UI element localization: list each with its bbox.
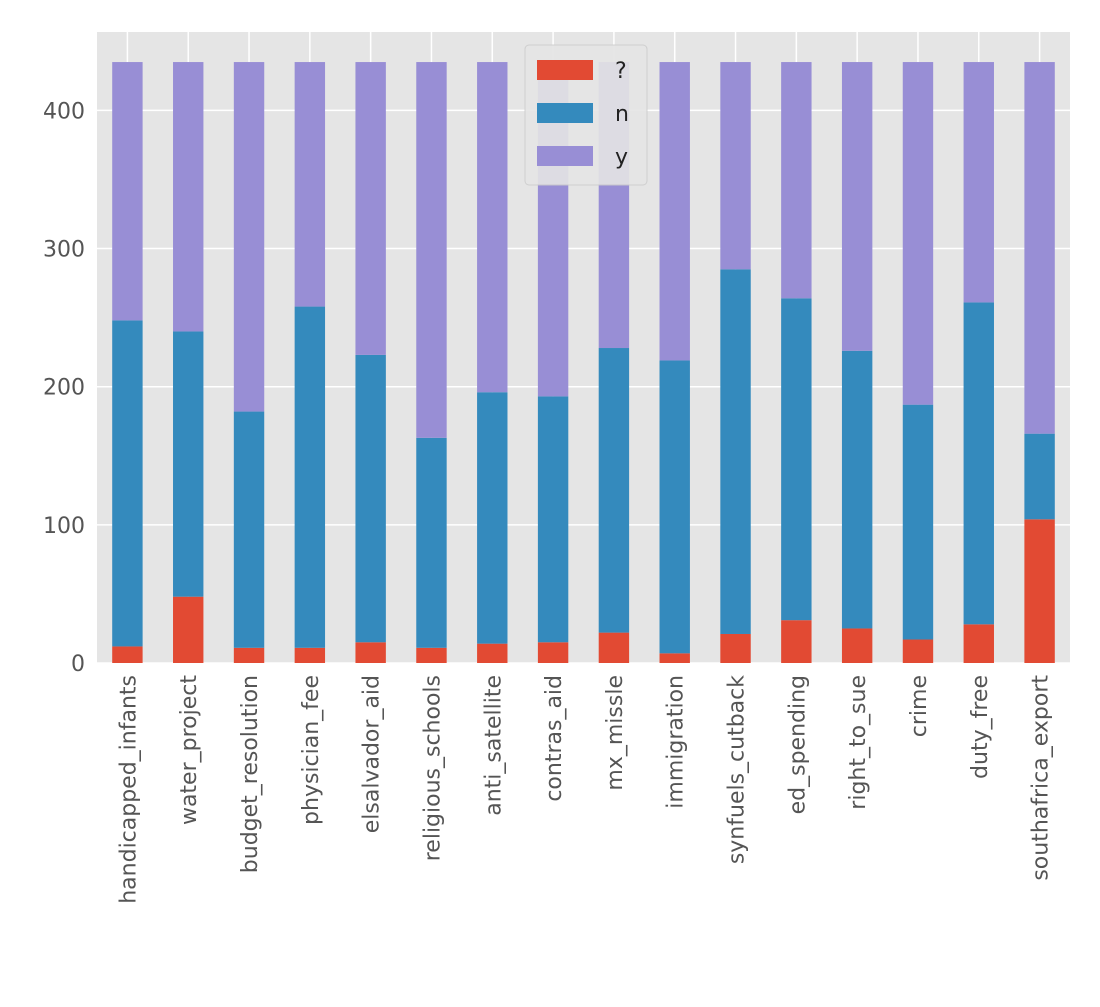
bar-contras_aid-n	[537, 396, 569, 643]
bar-mx_missle-n	[598, 348, 630, 633]
bar-physician_fee-?	[294, 647, 326, 663]
bar-elsalvador_aid-y	[355, 62, 386, 355]
bar-mx_missle-?	[598, 632, 630, 663]
legend-label: ?	[615, 59, 627, 84]
bar-crime-y	[902, 62, 934, 405]
bar-anti_satellite-?	[477, 643, 508, 663]
bar-budget_resolution-y	[233, 62, 265, 412]
bar-water_project-y	[173, 62, 204, 332]
bar-anti_satellite-n	[477, 392, 508, 644]
bar-right_to_sue-y	[841, 62, 873, 351]
bar-elsalvador_aid-?	[355, 642, 386, 663]
legend-swatch-y	[537, 146, 593, 166]
bar-physician_fee-y	[294, 62, 326, 307]
x-tick-label: mx_missle	[603, 675, 628, 791]
legend: ? ny	[524, 44, 648, 186]
bar-budget_resolution-n	[233, 411, 265, 648]
x-tick-label: synfuels_cutback	[725, 675, 750, 864]
legend-label: y	[615, 145, 628, 170]
bar-religious_schools-?	[416, 647, 447, 663]
bar-southafrica_export-n	[1024, 433, 1055, 520]
bar-water_project-n	[173, 331, 204, 597]
bar-contras_aid-?	[537, 642, 569, 663]
bar-ed_spending-n	[781, 298, 812, 621]
bar-synfuels_cutback-?	[720, 633, 751, 663]
x-tick-label: crime	[907, 675, 932, 737]
x-tick-label: anti_satellite	[481, 675, 506, 816]
y-tick-label: 100	[43, 514, 85, 539]
bar-religious_schools-n	[416, 437, 447, 648]
bar-handicapped_infants-y	[112, 62, 143, 321]
legend-swatch-n	[537, 103, 593, 123]
bar-ed_spending-?	[781, 620, 812, 663]
x-tick-label: right_to_sue	[846, 675, 871, 810]
x-tick-label: handicapped_infants	[116, 675, 141, 904]
x-tick-label: contras_aid	[542, 675, 567, 802]
x-tick-label: physician_fee	[299, 675, 324, 825]
y-tick-label: 0	[71, 652, 85, 677]
bar-elsalvador_aid-n	[355, 354, 386, 643]
bar-water_project-?	[173, 596, 204, 663]
x-tick-label: southafrica_export	[1029, 675, 1054, 881]
bar-duty_free-n	[963, 302, 994, 625]
x-tick-label: water_project	[177, 675, 202, 825]
bar-immigration-y	[659, 62, 690, 361]
x-tick-label: ed_spending	[785, 675, 810, 814]
x-tick-label: duty_free	[968, 675, 993, 779]
bar-southafrica_export-y	[1024, 62, 1055, 434]
bar-crime-?	[902, 639, 934, 663]
x-tick-label: elsalvador_aid	[360, 675, 385, 833]
bar-budget_resolution-?	[233, 647, 265, 663]
bar-religious_schools-y	[416, 62, 447, 438]
bar-anti_satellite-y	[477, 62, 508, 393]
bar-right_to_sue-n	[841, 350, 873, 629]
bar-southafrica_export-?	[1024, 519, 1055, 663]
bar-ed_spending-y	[781, 62, 812, 299]
bar-synfuels_cutback-y	[720, 62, 751, 270]
legend-label: n	[615, 102, 629, 127]
bar-synfuels_cutback-n	[720, 269, 751, 634]
bar-immigration-?	[659, 653, 690, 663]
x-tick-label: budget_resolution	[238, 675, 263, 873]
bars	[112, 62, 1055, 663]
bar-duty_free-?	[963, 624, 994, 663]
y-tick-label: 200	[43, 376, 85, 401]
legend-swatch-?	[537, 60, 593, 80]
y-tick-labels: 0 100 200 300 400	[43, 99, 85, 677]
y-tick-label: 300	[43, 238, 85, 263]
bar-handicapped_infants-?	[112, 646, 143, 663]
x-tick-label: religious_schools	[420, 675, 445, 861]
y-tick-label: 400	[43, 99, 85, 124]
x-tick-labels: handicapped_infants water_project budget_r…	[116, 675, 1053, 904]
bar-handicapped_infants-n	[112, 320, 143, 647]
bar-physician_fee-n	[294, 306, 326, 648]
bar-crime-n	[902, 404, 934, 640]
x-tick-label: immigration	[664, 675, 689, 809]
bar-right_to_sue-?	[841, 628, 873, 663]
bar-duty_free-y	[963, 62, 994, 303]
bar-immigration-n	[659, 360, 690, 654]
